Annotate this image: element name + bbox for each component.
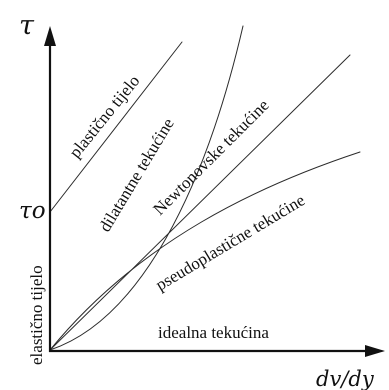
newtonian-line bbox=[49, 54, 351, 351]
y-axis-label: elastično tijelo bbox=[27, 265, 46, 365]
pseudoplastic-curve bbox=[49, 151, 361, 351]
dilatant-curve bbox=[49, 25, 244, 351]
y-axis-symbol: τ bbox=[19, 10, 35, 41]
plastic-body-label: plastično tijelo bbox=[65, 71, 143, 161]
ideal-fluid-label: idealna tekućina bbox=[158, 323, 269, 342]
x-axis-symbol: dv/dy bbox=[316, 367, 375, 390]
yield-stress-label: τo bbox=[19, 198, 46, 224]
dilatant-label: dilatantne tekućine bbox=[95, 115, 178, 235]
newtonian-label: Newtonovske tekućine bbox=[149, 96, 272, 219]
y-axis-arrow bbox=[44, 26, 56, 46]
plastic-body-line bbox=[49, 41, 183, 213]
x-axis-arrow bbox=[365, 345, 385, 357]
